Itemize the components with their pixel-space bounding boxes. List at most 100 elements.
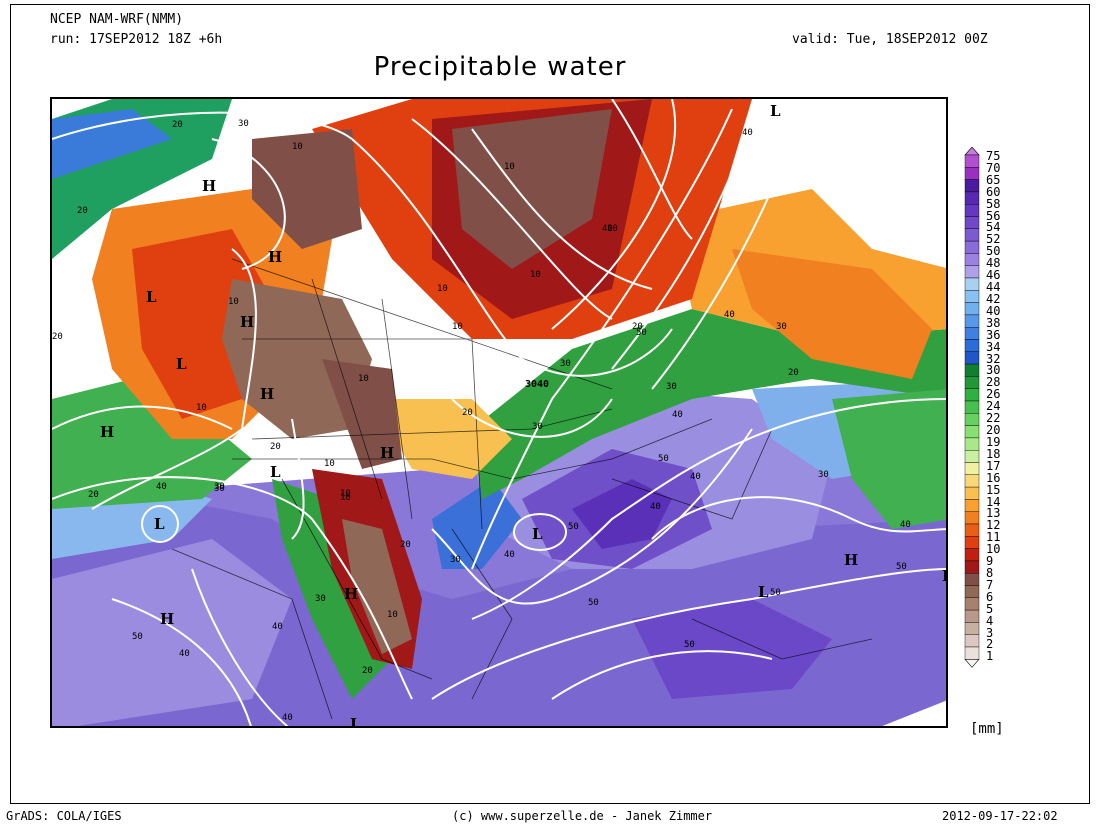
contour-label: 30 (818, 470, 829, 480)
colorbar-bottom-arrow (964, 658, 980, 668)
contour-label: 40 (672, 410, 683, 420)
pressure-center: L (270, 463, 281, 481)
contour-label: 20 (788, 368, 799, 378)
colorbar-tick-label: 36 (986, 327, 1001, 342)
colorbar-tick-label: 70 (986, 160, 1001, 175)
model-name: NCEP NAM-WRF(NMM) (50, 12, 184, 27)
pressure-center: H (100, 423, 114, 441)
colorbar-swatch (964, 609, 980, 623)
colorbar-tick-label: 1 (986, 649, 994, 664)
pressure-center: H (268, 248, 282, 266)
contour-label: 20 (270, 442, 281, 452)
colorbar-tick-label: 5 (986, 601, 994, 616)
contour-label: 10 (607, 224, 618, 234)
pressure-center: L (146, 288, 157, 306)
colorbar-swatch (964, 154, 980, 168)
colorbar-swatch (964, 351, 980, 365)
colorbar-tick-label: 6 (986, 589, 994, 604)
pressure-center: E (942, 567, 948, 585)
colorbar-tick-label: 30 (986, 363, 1001, 378)
contour-label: 40 (504, 550, 515, 560)
contour-label: 30 (214, 482, 225, 492)
contour-labels: 20 30 10 10 10 10 20 10 10 10 10 10 10 1… (52, 119, 911, 723)
colorbar-tick-label: 20 (986, 423, 1001, 438)
colorbar-swatch (964, 523, 980, 537)
contour-label: 10 (324, 459, 335, 469)
units-label: [mm] (970, 721, 1004, 737)
footer-credit: (c) www.superzelle.de - Janek Zimmer (452, 809, 713, 823)
contour-label: 3040 (525, 379, 549, 390)
valid-time: valid: Tue, 18SEP2012 00Z (792, 32, 988, 47)
contour-label: 20 (462, 408, 473, 418)
pressure-center: L (758, 583, 769, 601)
contour-label: 10 (387, 610, 398, 620)
colorbar-tick-label: 48 (986, 256, 1001, 271)
colorbar-swatch (964, 363, 980, 377)
colorbar-swatch (964, 560, 980, 574)
colorbar-tick-label: 56 (986, 208, 1001, 223)
contour-label: 10 (504, 162, 515, 172)
pressure-center: L (350, 715, 361, 728)
contour-label: 40 (602, 224, 613, 234)
contour-label: 50 (132, 632, 143, 642)
contour-label: 20 (88, 490, 99, 500)
contour-label: 30 (315, 594, 326, 604)
contour-label: 20 (400, 540, 411, 550)
contour-label: 20 (632, 322, 643, 332)
colorbar-tick-label: 38 (986, 315, 1001, 330)
colorbar-swatch (964, 474, 980, 488)
footer-timestamp: 2012-09-17-22:02 (942, 809, 1058, 823)
colorbar-tick-label: 14 (986, 494, 1001, 509)
contour-label: 50 (568, 522, 579, 532)
contour-label: 30 (238, 119, 249, 129)
colorbar-tick-label: 58 (986, 196, 1001, 211)
pressure-center: H (202, 177, 216, 195)
pressure-center: L (770, 102, 781, 120)
colorbar-tick-label: 13 (986, 506, 1001, 521)
contour-label: 50 (636, 328, 647, 338)
colorbar-swatch (964, 179, 980, 193)
contour-label: 30 (560, 359, 571, 369)
colorbar-swatch (964, 277, 980, 291)
colorbar-tick-label: 2 (986, 637, 994, 652)
pressure-centers: H H L L H H H L H H L L L H H L L E (100, 102, 948, 728)
contour-label: 20 (362, 666, 373, 676)
run-time: run: 17SEP2012 18Z +6h (50, 32, 223, 47)
contour-label: 10 (530, 270, 541, 280)
contour-label: 20 (52, 332, 63, 342)
precipitable-water-map: 20 30 10 10 10 10 20 10 10 10 10 10 10 1… (50, 97, 948, 728)
colorbar-tick-label: 54 (986, 220, 1001, 235)
footer-software: GrADS: COLA/IGES (6, 809, 122, 823)
contour-label: 40 (900, 520, 911, 530)
colorbar-swatch (964, 228, 980, 242)
colorbar-swatch (964, 511, 980, 525)
pressure-center: L (154, 515, 165, 533)
pressure-center: H (844, 551, 858, 569)
pressure-center: H (380, 444, 394, 462)
colorbar-tick-label: 75 (986, 149, 1001, 163)
colorbar-scale (964, 146, 980, 668)
colorbar-swatch (964, 314, 980, 328)
pressure-center: H (240, 313, 254, 331)
colorbar-tick-label: 17 (986, 458, 1001, 473)
contour-label: 40 (650, 502, 661, 512)
colorbar-swatch (964, 326, 980, 340)
contour-label: 10 (196, 403, 207, 413)
colorbar-tick-label: 44 (986, 280, 1001, 295)
map-canvas: 20 30 10 10 10 10 20 10 10 10 10 10 10 1… (52, 99, 948, 728)
colorbar-swatch (964, 573, 980, 586)
colorbar-tick-label: 40 (986, 303, 1001, 318)
colorbar-tick-label: 19 (986, 434, 1001, 449)
figure-frame (10, 4, 1090, 804)
contour-label: 30 (776, 322, 787, 332)
pressure-center: L (176, 355, 187, 373)
contour-label: 40 (690, 472, 701, 482)
colorbar-swatch (964, 622, 980, 635)
chart-title: Precipitable water (373, 52, 627, 82)
colorbar-tick-label: 32 (986, 351, 1001, 366)
colorbar-swatch (964, 302, 980, 316)
colorbar-tick-label: 12 (986, 518, 1001, 533)
colorbar-tick-label: 34 (986, 339, 1001, 354)
colorbar-tick-label: 8 (986, 565, 994, 580)
colorbar-swatch (964, 646, 980, 660)
